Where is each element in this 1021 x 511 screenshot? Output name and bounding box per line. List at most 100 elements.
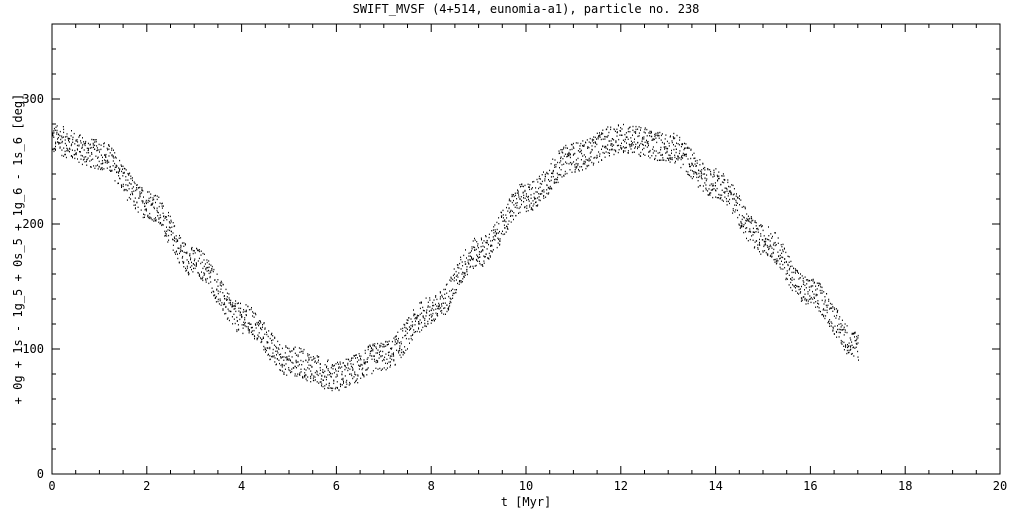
data-point [561,176,563,178]
data-point [135,189,137,192]
data-point [572,146,574,148]
data-point [178,262,180,264]
data-point [690,148,692,150]
data-point [200,278,202,280]
data-point [681,156,683,159]
data-point [490,240,492,242]
data-point [643,136,645,138]
data-point [591,140,593,142]
data-point [519,198,521,200]
data-point [466,273,468,276]
data-point [95,139,97,141]
data-point [729,190,731,192]
data-point [781,260,782,262]
data-point [528,198,529,201]
data-point [454,277,455,279]
data-point [258,323,260,325]
data-point [168,226,170,228]
data-point [379,367,381,370]
data-point [675,160,676,163]
data-point [89,143,91,145]
data-point [683,153,685,156]
data-point [204,273,206,275]
data-point [422,315,424,317]
data-point [764,250,766,252]
data-point [464,274,466,276]
data-point [161,203,163,205]
data-point [152,202,154,204]
data-point [78,144,80,146]
data-point [555,166,557,168]
data-point [476,254,478,256]
data-point [835,317,837,319]
data-point [631,145,633,147]
data-point [851,352,853,355]
data-point [405,330,407,332]
data-point [495,235,497,237]
data-point [182,262,184,264]
data-point [365,369,367,371]
data-point [405,337,407,340]
data-point [764,240,766,243]
data-point [150,203,152,205]
data-point [96,147,98,149]
data-point [807,293,809,295]
data-point [707,168,709,170]
data-point [337,361,338,364]
data-point [53,136,55,138]
data-point [662,157,664,159]
data-point [95,141,97,143]
data-point [485,253,487,256]
data-point [592,164,594,166]
data-point [610,128,612,131]
data-point [252,333,254,335]
data-point [847,345,849,348]
data-point [333,364,335,367]
data-point [824,301,826,303]
data-point [602,138,604,140]
data-point [144,202,146,205]
data-point [350,359,352,361]
data-point [295,359,297,362]
data-point [546,171,548,174]
data-point [238,302,239,304]
data-point [189,266,191,268]
data-point [205,279,207,281]
data-point [632,142,633,144]
data-point [779,266,781,269]
data-point [541,174,543,176]
data-point [167,215,169,217]
data-point [355,354,357,356]
data-point [74,149,76,152]
data-point [706,174,708,176]
data-point [486,240,488,242]
data-point [812,280,814,282]
data-point [349,381,351,384]
data-point [790,278,791,280]
data-point [128,182,130,184]
data-point [472,267,474,269]
data-point [439,292,441,294]
data-point [72,136,74,139]
data-point [659,131,661,134]
data-point [374,355,375,357]
data-point [372,355,374,357]
data-point [583,162,585,164]
data-point [638,132,640,134]
data-point [648,151,650,153]
data-point [597,138,599,140]
data-point [637,147,638,150]
data-point [305,359,307,361]
data-point [699,185,701,187]
data-point [494,224,496,226]
data-point [267,347,269,349]
data-point [821,299,823,302]
data-point [418,327,419,329]
data-point [290,371,291,374]
data-point [778,255,780,257]
data-point [143,196,144,198]
data-point [116,165,118,167]
data-point [319,372,321,375]
data-point [479,262,481,265]
data-point [101,160,103,162]
